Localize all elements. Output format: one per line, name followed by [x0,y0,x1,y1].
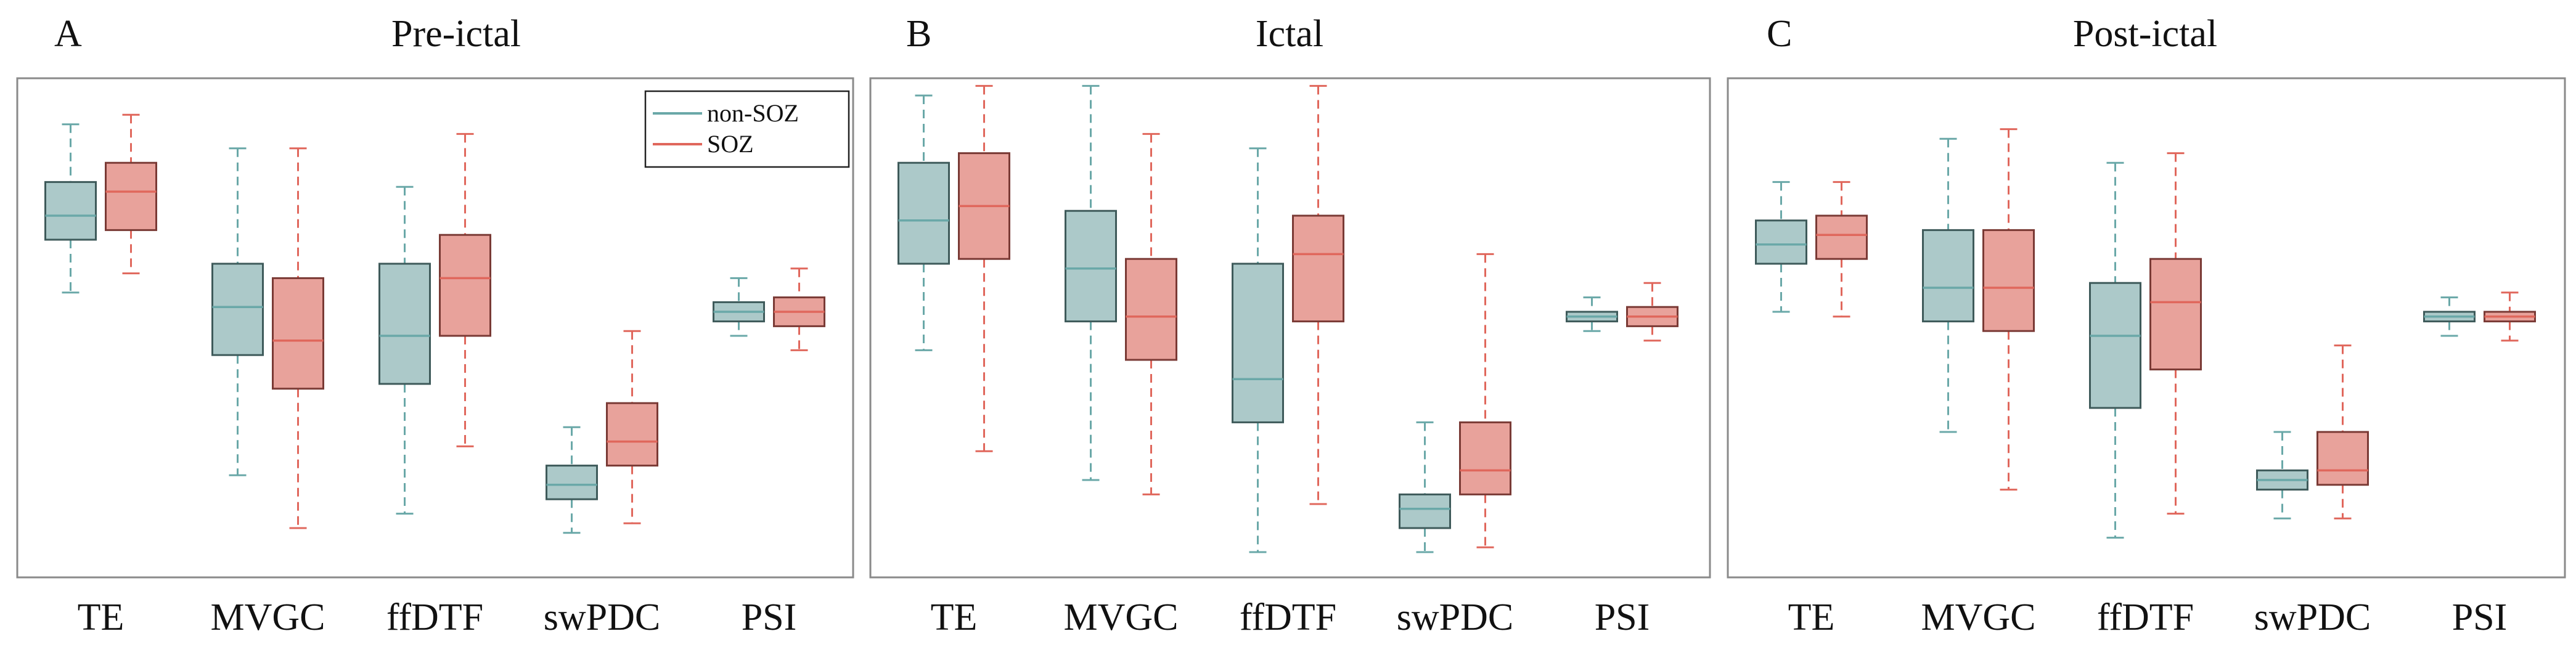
box-non-soz-ffdtf [378,185,431,515]
iqr-box [272,277,324,390]
box-non-soz-mvgc [1065,84,1117,481]
box-non-soz-psi [713,277,765,337]
iqr-box [1065,210,1117,323]
legend-box [644,90,850,168]
iqr-box [105,161,157,231]
category-label: swPDC [1397,596,1514,638]
panel-title: Ictal [1256,13,1323,55]
box-soz-swpdc [1459,253,1511,548]
category-label: swPDC [544,596,661,638]
category-label: swPDC [2254,596,2371,638]
box-soz-swpdc [606,330,658,524]
box-soz-mvgc [272,147,324,529]
legend-label: SOZ [707,130,754,158]
box-non-soz-te [44,123,97,294]
iqr-box [211,262,264,356]
category-label: TE [78,596,125,638]
box-soz-te [105,113,157,275]
category-label: ffDTF [2097,596,2194,638]
iqr-box [898,161,950,265]
box-soz-mvgc [1125,132,1177,495]
iqr-box [1399,493,1451,529]
box-non-soz-mvgc [1922,137,1974,433]
box-soz-swpdc [2316,344,2369,519]
panel-b: B Ictal TE MVGC ffDTF swPDC PSI [869,13,1711,638]
iqr-box [1755,219,1807,265]
box-soz-psi [773,267,825,351]
box-soz-psi [2484,291,2536,342]
box-non-soz-psi [1566,296,1618,332]
box-non-soz-psi [2423,296,2476,337]
box-soz-mvgc [1982,128,2035,491]
category-label: TE [1788,596,1835,638]
iqr-box [1459,421,1511,495]
iqr-box [1125,258,1177,361]
box-soz-te [1815,181,1868,318]
box-soz-ffdtf [439,132,491,447]
plot-frame [16,77,854,579]
iqr-box [2089,282,2141,409]
box-soz-ffdtf [2149,152,2202,515]
iqr-box [439,234,491,337]
category-label: ffDTF [1240,596,1336,638]
panel-letter: B [906,13,931,55]
panel-letter: C [1767,13,1792,55]
category-label: MVGC [1063,596,1178,638]
category-label: ffDTF [386,596,483,638]
iqr-box [1232,262,1284,423]
category-label: TE [931,596,978,638]
plot-frame [1727,77,2566,579]
box-non-soz-swpdc [1399,421,1451,553]
category-label: PSI [742,596,797,638]
iqr-box [1292,214,1344,323]
iqr-box [44,181,97,241]
iqr-box [2316,431,2369,486]
panel-c: C Post-ictal TE MVGC ffDTF swPDC PSI [1727,13,2566,638]
category-label: MVGC [1921,596,2035,638]
box-non-soz-ffdtf [2089,161,2141,539]
legend: non-SOZ SOZ [644,90,850,168]
box-non-soz-swpdc [546,426,598,534]
box-soz-psi [1626,282,1678,342]
panel-letter: A [54,13,82,55]
iqr-box [546,465,598,500]
box-non-soz-swpdc [2256,431,2308,519]
iqr-box [1922,229,1974,323]
iqr-box [378,262,431,385]
category-label: MVGC [210,596,325,638]
iqr-box [2149,258,2202,371]
box-non-soz-mvgc [211,147,264,476]
panel-a: A Pre-ictal TE MVGC ffDTF swPDC PSI non-SOZ SOZ [16,13,854,638]
category-label: PSI [2452,596,2508,638]
legend-label: non-SOZ [707,99,799,127]
iqr-box [1815,214,1868,260]
box-soz-ffdtf [1292,84,1344,505]
box-non-soz-te [898,94,950,351]
box-soz-te [958,84,1010,452]
plot-frame [869,77,1711,579]
panel-title: Pre-ictal [391,13,521,55]
panel-title: Post-ictal [2073,13,2217,55]
category-label: PSI [1595,596,1650,638]
box-non-soz-te [1755,181,1807,313]
iqr-box [606,402,658,467]
box-non-soz-ffdtf [1232,147,1284,553]
iqr-box [1982,229,2035,332]
